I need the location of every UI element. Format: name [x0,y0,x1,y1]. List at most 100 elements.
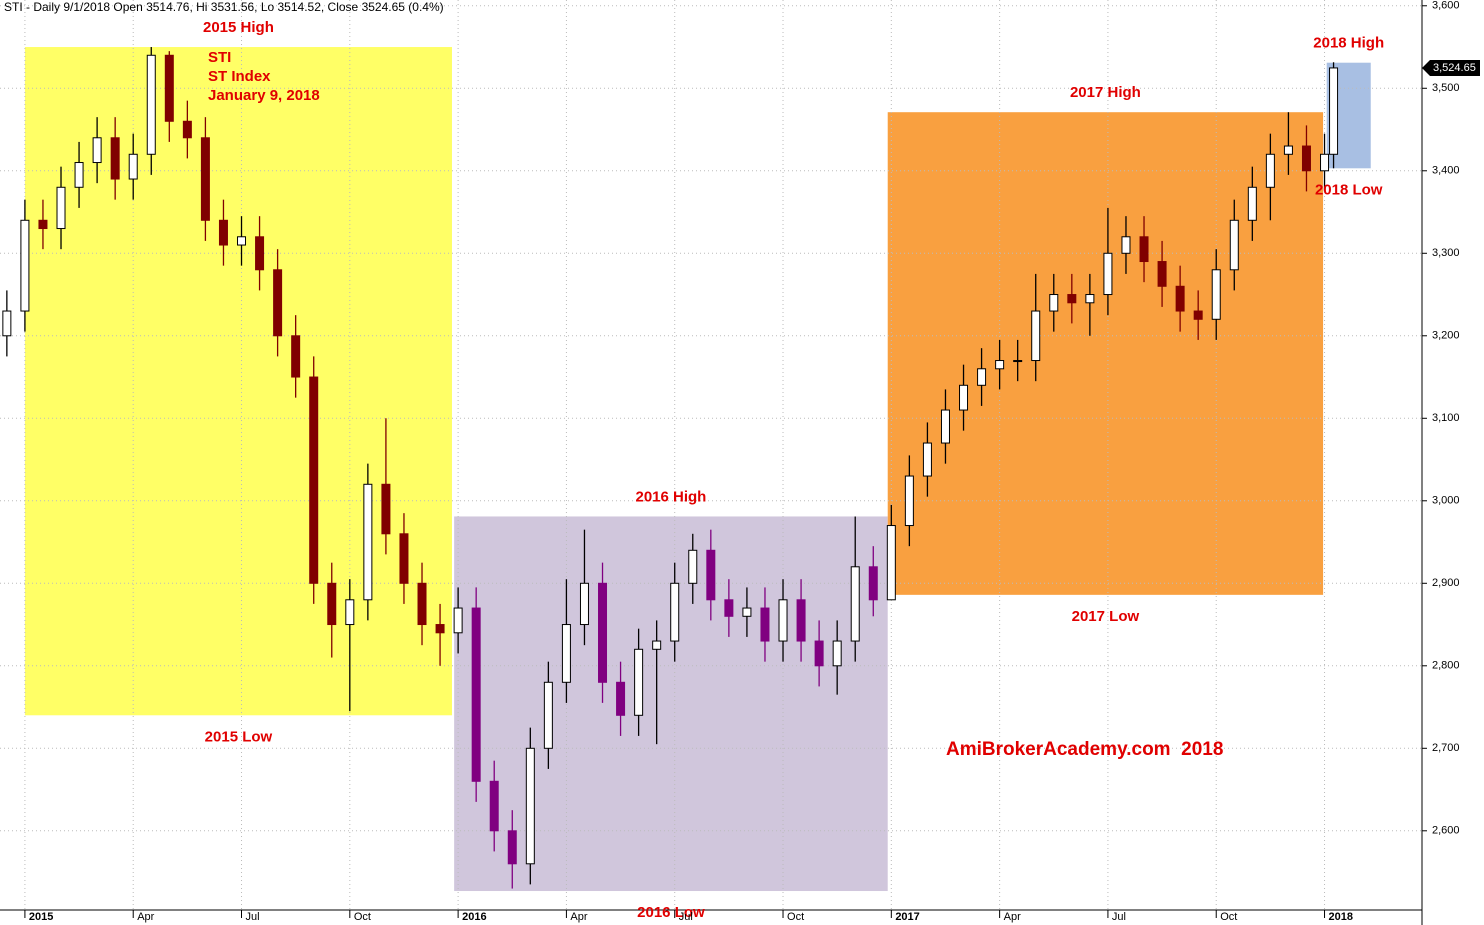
candle-body [1193,310,1203,320]
x-tick-label: Oct [354,911,371,923]
candle-body [255,236,265,271]
candle-body [363,483,373,601]
range-high-label: 2018 High [1313,35,1384,52]
candle-body [1320,153,1330,172]
y-tick-label: 2,800 [1432,660,1460,672]
candle-body [417,582,427,626]
x-tick-label: Oct [787,911,804,923]
candle-body [1229,219,1239,271]
candle-body [995,360,1005,370]
candle-body [291,335,301,378]
candle-body [904,475,914,527]
candle-body [579,582,589,626]
annotation: January 9, 2018 [208,87,320,104]
price-tag-label: 3,524.65 [1433,62,1476,74]
candle-body [381,483,391,535]
candle-body [1211,269,1221,320]
candle-body [760,607,770,642]
candle-body [688,549,698,584]
y-tick-label: 2,600 [1432,825,1460,837]
x-tick-label: Jul [1112,911,1126,923]
candle-body [525,747,535,865]
x-tick-label: 2018 [1329,911,1353,923]
candle-body [453,607,463,634]
range-high-label: 2015 High [203,19,274,36]
candle-body [1247,186,1257,221]
candle-body [471,607,481,782]
candle-body [1121,236,1131,254]
candle-body [1031,310,1041,362]
candle-body [922,442,932,477]
x-tick-label: Jul [246,911,260,923]
y-tick-label: 3,600 [1432,0,1460,12]
candle-body [1103,252,1113,296]
x-tick-label: 2015 [29,911,53,923]
candle-body [1013,360,1023,363]
candle-body [959,384,969,411]
range-low-label: 2017 Low [1072,608,1140,625]
candle-body [56,186,66,230]
candle-body [1265,153,1275,188]
candle-body [868,566,878,601]
watermark: AmiBrokerAcademy.com 2018 [946,739,1223,760]
y-tick-label: 3,300 [1432,247,1460,259]
candle-body [327,582,337,626]
price-tag [1422,59,1480,76]
candle-body [74,162,84,188]
y-tick-label: 2,900 [1432,577,1460,589]
x-tick-label: Apr [137,911,154,923]
candle-body [1085,294,1095,304]
candle-body [724,599,734,617]
candle-body [778,599,788,642]
range-low-label: 2015 Low [205,728,273,745]
candle-body [814,640,824,667]
candle-body [1067,294,1077,304]
candle-body [164,54,174,122]
candle-body [670,582,680,642]
y-tick-label: 3,000 [1432,495,1460,507]
candle-body [507,830,517,865]
candle-body [309,376,319,584]
candle-body [237,236,247,246]
x-tick-label: Jul [679,911,693,923]
candle-body [616,681,626,716]
candle-body [273,269,283,337]
candle-body [128,153,138,180]
candle-body [634,648,644,716]
candle-body [146,54,156,155]
candle-body [652,640,662,650]
grid-layer [0,0,1427,925]
chart-title: STI - Daily 9/1/2018 Open 3514.76, Hi 35… [4,0,444,14]
candle-body [218,219,228,246]
x-tick-label: Oct [1220,911,1237,923]
candle-body [1301,145,1311,172]
candle-body [940,409,950,444]
candle-body [742,607,752,617]
candle-body [38,219,48,230]
text-layer: STI - Daily 9/1/2018 Open 3514.76, Hi 35… [4,0,1480,923]
candle-body [435,624,445,634]
range-high-label: 2017 High [1070,84,1141,101]
candle-body [20,219,30,312]
x-tick-label: 2017 [895,911,919,923]
candle-body [543,681,553,749]
candle-body [598,582,608,683]
annotation: ST Index [208,68,271,85]
candle-body [886,525,896,601]
candle-body [110,137,120,180]
candle-body [1139,236,1149,263]
y-tick-label: 3,500 [1432,82,1460,94]
y-tick-label: 3,400 [1432,165,1460,177]
candles-layer [2,47,1339,889]
candle-body [2,310,12,337]
candle-body [561,624,571,683]
y-tick-label: 3,200 [1432,330,1460,342]
candle-body [182,120,192,139]
range-high-label: 2016 High [635,488,706,505]
range-low-label: 2016 Low [637,904,705,921]
range-box [24,47,452,716]
candle-body [850,566,860,642]
candle-body [706,549,716,601]
y-tick-label: 3,100 [1432,412,1460,424]
